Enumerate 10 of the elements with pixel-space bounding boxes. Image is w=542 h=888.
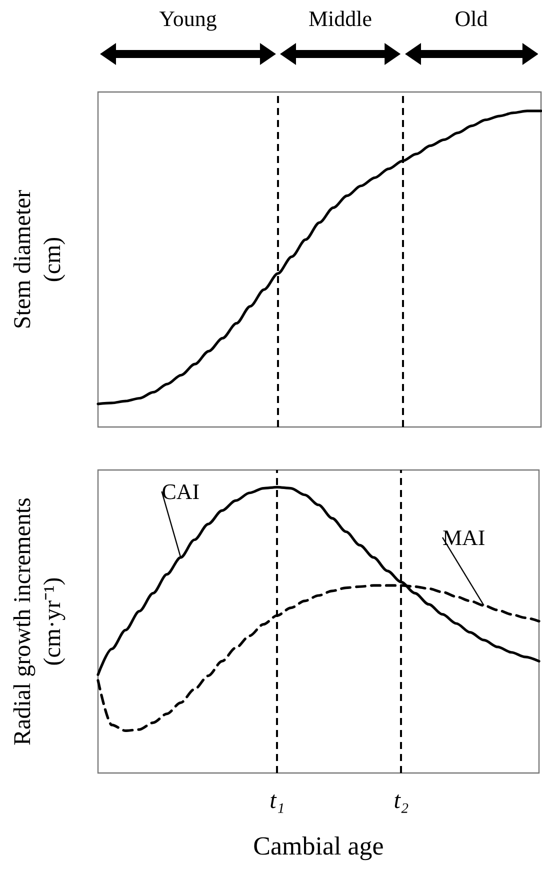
y-axis-title: Stem diameter (cm) [10, 190, 66, 330]
series-label: MAI [442, 524, 486, 550]
text: Young [159, 6, 217, 32]
text: Middle [308, 6, 372, 32]
text: Old [454, 6, 488, 32]
series-label: CAI [162, 478, 200, 504]
x-tick-label: t₁ [270, 788, 285, 814]
x-axis-title: Cambial age [253, 832, 384, 860]
x-tick-label: t₂ [394, 788, 409, 814]
y-axis-title: Radial growth increments (cm·yr⁻¹) [10, 498, 66, 746]
